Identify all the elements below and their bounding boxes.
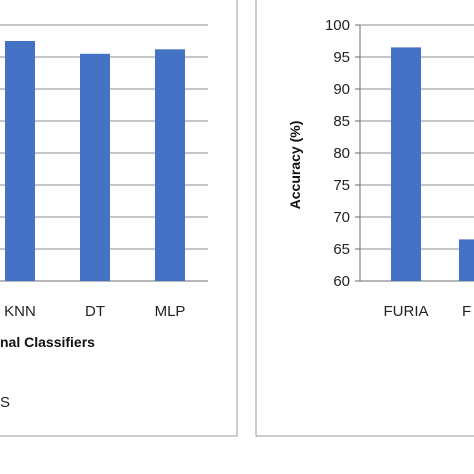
bar-furia [391,47,421,282]
left-chart-frame [0,0,238,437]
category-label: KNN [4,303,36,320]
y-tick-label: 65 [333,241,350,258]
bar-knn [5,41,35,281]
left-x-axis-label: nal Classifiers [0,334,95,350]
y-tick-label: 60 [333,273,350,290]
category-label: MLP [155,303,186,320]
category-label: DT [85,303,105,320]
right-bars [391,47,474,282]
category-label: F [462,303,471,320]
right-y-axis-label: Accuracy (%) [287,121,303,210]
y-tick-label: 90 [333,81,350,98]
category-label: FURIA [384,303,429,320]
bar-mlp [155,49,185,281]
y-tick-label: 80 [333,145,350,162]
bar-f [459,239,474,281]
y-tick-label: 95 [333,49,350,66]
bar-dt [80,53,110,281]
left-legend-fragment: S [0,394,10,411]
right-category-labels: FURIA F [384,303,472,320]
right-chart-frame [255,0,474,437]
y-tick-label: 100 [325,17,350,34]
left-category-labels: KNN DT MLP [4,303,185,320]
left-bars [5,41,185,281]
y-tick-label: 70 [333,209,350,226]
y-tick-label: 85 [333,113,350,130]
y-tick-label: 75 [333,177,350,194]
right-y-tick-labels: 60 65 70 75 80 85 90 95 100 [325,17,350,290]
